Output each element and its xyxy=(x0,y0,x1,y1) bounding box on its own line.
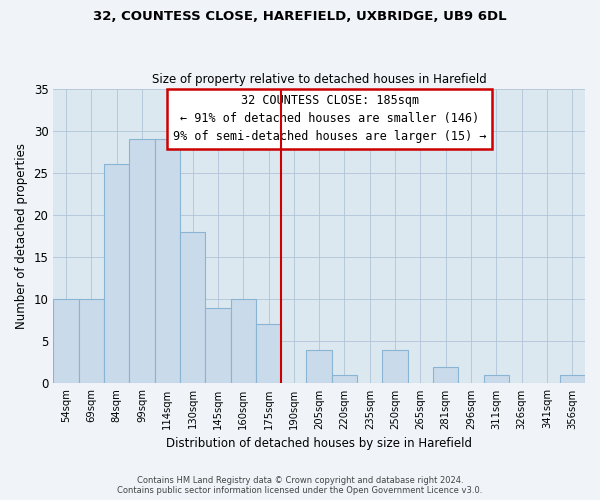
Bar xyxy=(382,350,408,384)
Bar xyxy=(79,299,104,384)
Text: Contains HM Land Registry data © Crown copyright and database right 2024.
Contai: Contains HM Land Registry data © Crown c… xyxy=(118,476,482,495)
Bar xyxy=(155,139,180,384)
Bar xyxy=(332,375,357,384)
Bar xyxy=(307,350,332,384)
Bar xyxy=(230,299,256,384)
Text: 32, COUNTESS CLOSE, HAREFIELD, UXBRIDGE, UB9 6DL: 32, COUNTESS CLOSE, HAREFIELD, UXBRIDGE,… xyxy=(93,10,507,23)
Bar xyxy=(104,164,129,384)
Text: 32 COUNTESS CLOSE: 185sqm
← 91% of detached houses are smaller (146)
9% of semi-: 32 COUNTESS CLOSE: 185sqm ← 91% of detac… xyxy=(173,94,487,144)
Title: Size of property relative to detached houses in Harefield: Size of property relative to detached ho… xyxy=(152,73,487,86)
Bar xyxy=(560,375,585,384)
Bar xyxy=(205,308,230,384)
X-axis label: Distribution of detached houses by size in Harefield: Distribution of detached houses by size … xyxy=(166,437,472,450)
Y-axis label: Number of detached properties: Number of detached properties xyxy=(15,143,28,329)
Bar xyxy=(484,375,509,384)
Bar xyxy=(129,139,155,384)
Bar xyxy=(256,324,281,384)
Bar xyxy=(53,299,79,384)
Bar xyxy=(180,232,205,384)
Bar xyxy=(433,366,458,384)
